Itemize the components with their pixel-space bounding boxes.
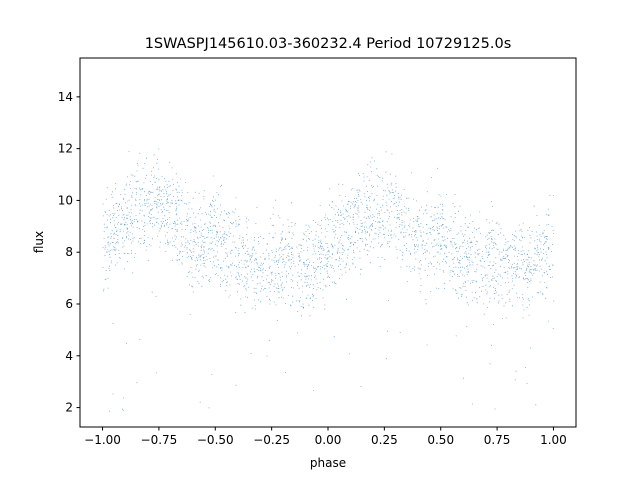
y-tick-label: 14 — [58, 90, 73, 104]
y-tick-label: 10 — [58, 193, 73, 207]
y-axis: 2 4 6 8 10 12 14 — [58, 90, 80, 415]
x-tick-label: 0.50 — [427, 433, 454, 447]
y-tick-label: 8 — [65, 245, 73, 259]
y-tick-label: 6 — [65, 297, 73, 311]
chart-title: 1SWASPJ145610.03-360232.4 Period 1072912… — [145, 36, 512, 52]
x-tick-label: 0.75 — [484, 433, 511, 447]
x-axis: −1.00 −0.75 −0.50 −0.25 0.00 0.25 0.50 0.75 1.00 — [84, 427, 567, 447]
x-tick-label: −0.50 — [197, 433, 234, 447]
x-tick-label: 0.00 — [315, 433, 342, 447]
y-axis-label: flux — [32, 231, 46, 253]
scatter-points — [102, 148, 555, 412]
x-axis-label: phase — [310, 456, 346, 470]
x-tick-label: −0.75 — [141, 433, 178, 447]
x-tick-label: −0.25 — [253, 433, 290, 447]
x-tick-label: 1.00 — [540, 433, 567, 447]
y-tick-label: 2 — [65, 401, 73, 415]
x-tick-label: −1.00 — [84, 433, 121, 447]
plot-area — [102, 148, 555, 412]
y-tick-label: 12 — [58, 142, 73, 156]
x-tick-label: 0.25 — [371, 433, 398, 447]
y-tick-label: 4 — [65, 349, 73, 363]
